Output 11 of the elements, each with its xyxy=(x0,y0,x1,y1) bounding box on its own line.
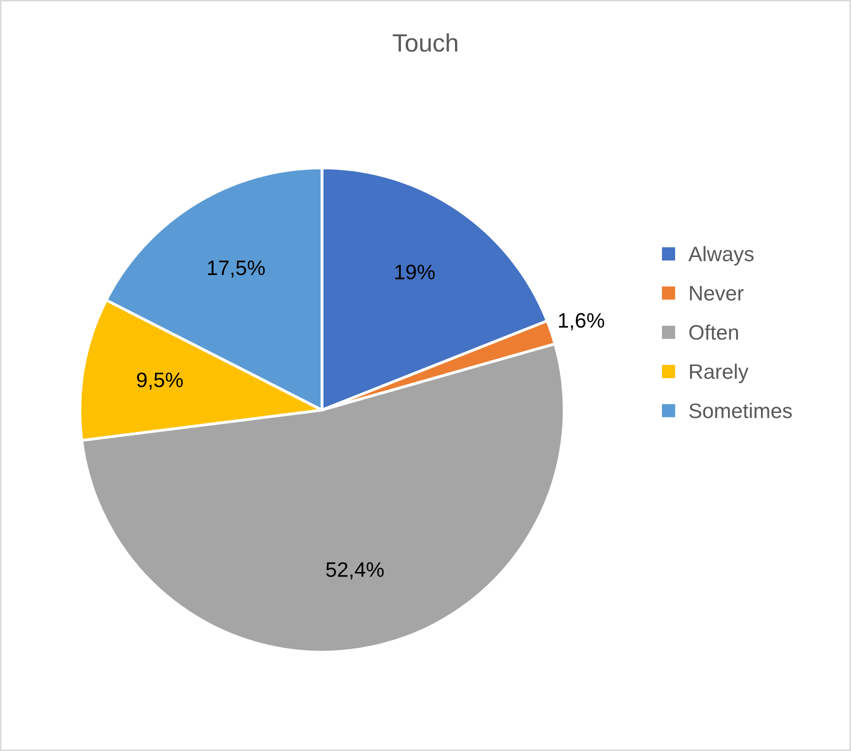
data-label: 19% xyxy=(395,264,435,280)
chart-title: Touch xyxy=(392,33,458,52)
legend-label: Always xyxy=(688,246,754,266)
legend-label: Often xyxy=(689,324,738,340)
legend-label: Never xyxy=(690,286,744,301)
data-label: 1,6% xyxy=(559,313,604,330)
data-label: 9,5% xyxy=(137,372,183,390)
legend-label: Rarely xyxy=(690,364,748,384)
legend-label: Sometimes xyxy=(689,402,792,418)
data-label: 52,4% xyxy=(326,562,384,580)
data-label: 17,5% xyxy=(208,260,265,278)
